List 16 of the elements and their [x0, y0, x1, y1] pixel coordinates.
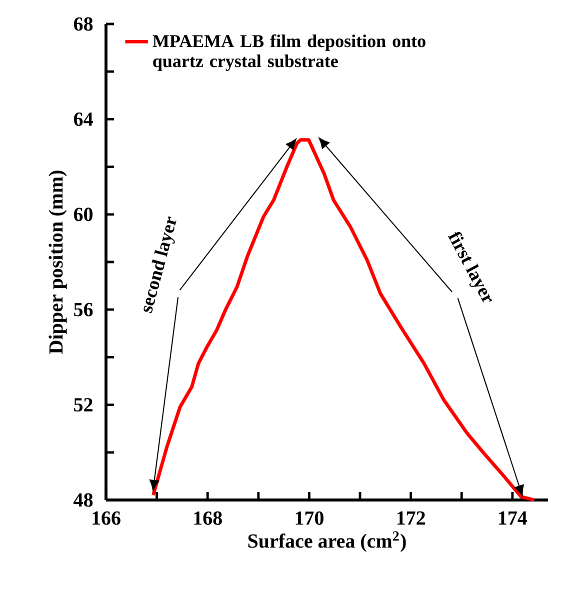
- y-tick-label: 52: [74, 398, 92, 412]
- y-tick-label: 68: [74, 17, 93, 31]
- y-tick-label: 60: [74, 208, 93, 222]
- x-tick-label: 170: [296, 511, 324, 525]
- x-tick-label: 166: [92, 511, 120, 525]
- x-tick-label: 174: [499, 511, 528, 525]
- legend-label: MPAEMA LB film deposition onto quartz crystal substrate: [152, 34, 426, 71]
- y-axis-title: Dipper position (mm): [48, 170, 67, 354]
- x-axis-title: Surface area (cm$^{2}$): [248, 531, 406, 552]
- y-tick-label: 56: [74, 302, 93, 316]
- annotation: first layer: [448, 232, 492, 303]
- y-tick-label: 48: [74, 493, 93, 507]
- x-tick-label: 172: [397, 511, 425, 525]
- annotation: second layer: [144, 216, 176, 314]
- y-tick-label: 64: [74, 112, 93, 126]
- x-tick-label: 168: [194, 511, 222, 525]
